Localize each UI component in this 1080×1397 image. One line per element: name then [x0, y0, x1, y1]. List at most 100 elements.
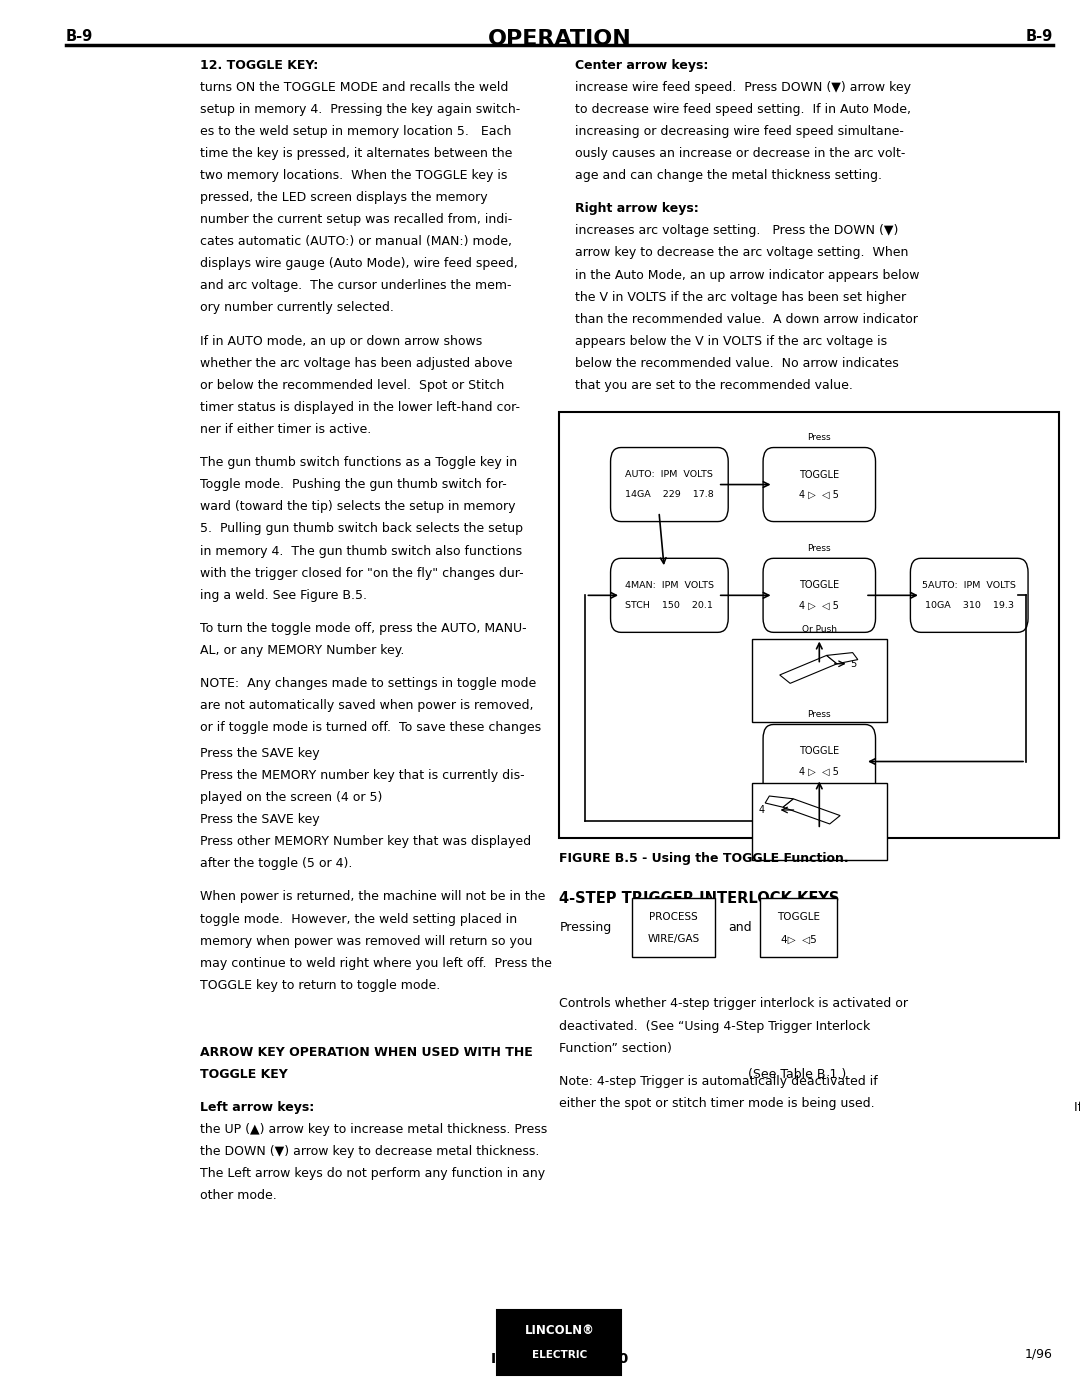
Text: The Left arrow keys do not perform any function in any: The Left arrow keys do not perform any f… — [200, 1166, 545, 1180]
Text: the DOWN (▼) arrow key to decrease metal thickness.: the DOWN (▼) arrow key to decrease metal… — [200, 1146, 540, 1158]
Text: 4 ▷  ◁ 5: 4 ▷ ◁ 5 — [799, 489, 839, 500]
Text: to decrease wire feed speed setting.  If in Auto Mode,: to decrease wire feed speed setting. If … — [575, 103, 912, 116]
Text: Press other MEMORY Number key that was displayed: Press other MEMORY Number key that was d… — [200, 835, 531, 848]
Text: after the toggle (5 or 4).: after the toggle (5 or 4). — [200, 858, 353, 870]
Text: NOTE:  Any changes made to settings in toggle mode: NOTE: Any changes made to settings in to… — [200, 678, 537, 690]
Text: deactivated.  (See “Using 4-Step Trigger Interlock: deactivated. (See “Using 4-Step Trigger … — [559, 1020, 870, 1032]
Text: Return to Master TOC: Return to Master TOC — [25, 203, 33, 300]
FancyBboxPatch shape — [764, 447, 876, 521]
Text: 14GA    229    17.8: 14GA 229 17.8 — [625, 490, 714, 499]
Text: 4: 4 — [759, 805, 765, 814]
Text: AUTO:  IPM  VOLTS: AUTO: IPM VOLTS — [625, 469, 713, 479]
Text: appears below the V in VOLTS if the arc voltage is: appears below the V in VOLTS if the arc … — [575, 335, 887, 348]
Text: 5: 5 — [851, 659, 856, 669]
FancyBboxPatch shape — [610, 447, 728, 521]
Text: or below the recommended level.  Spot or Stitch: or below the recommended level. Spot or … — [200, 379, 504, 393]
Polygon shape — [783, 799, 840, 824]
Text: Controls whether 4-step trigger interlock is activated or: Controls whether 4-step trigger interloc… — [559, 997, 908, 1010]
Text: TOGGLE: TOGGLE — [799, 580, 839, 591]
Text: Toggle mode.  Pushing the gun thumb switch for-: Toggle mode. Pushing the gun thumb switc… — [200, 478, 507, 492]
Polygon shape — [780, 655, 837, 683]
Text: Press the SAVE key: Press the SAVE key — [200, 747, 320, 760]
Text: OPERATION: OPERATION — [487, 29, 632, 49]
Text: displays wire gauge (Auto Mode), wire feed speed,: displays wire gauge (Auto Mode), wire fe… — [200, 257, 518, 271]
Text: memory when power was removed will return so you: memory when power was removed will retur… — [200, 935, 532, 947]
Text: arrow key to decrease the arc voltage setting.  When: arrow key to decrease the arc voltage se… — [575, 246, 908, 260]
Text: 12. TOGGLE KEY:: 12. TOGGLE KEY: — [200, 59, 319, 71]
Text: TOGGLE KEY: TOGGLE KEY — [200, 1067, 288, 1081]
Text: pressed, the LED screen displays the memory: pressed, the LED screen displays the mem… — [200, 191, 488, 204]
FancyBboxPatch shape — [760, 898, 837, 957]
Text: two memory locations.  When the TOGGLE key is: two memory locations. When the TOGGLE ke… — [200, 169, 508, 182]
Text: WIRE/GAS: WIRE/GAS — [647, 935, 700, 944]
Text: may continue to weld right where you left off.  Press the: may continue to weld right where you lef… — [200, 957, 552, 970]
Text: B-9: B-9 — [1026, 29, 1053, 45]
Text: 10GA    310    19.3: 10GA 310 19.3 — [924, 601, 1014, 610]
Text: below the recommended value.  No arrow indicates: below the recommended value. No arrow in… — [575, 356, 899, 370]
FancyBboxPatch shape — [498, 1310, 621, 1375]
Text: Or Push: Or Push — [801, 626, 837, 634]
FancyBboxPatch shape — [559, 412, 1059, 838]
Text: 5.  Pulling gun thumb switch back selects the setup: 5. Pulling gun thumb switch back selects… — [200, 522, 523, 535]
Text: 4▷  ◁5: 4▷ ◁5 — [781, 935, 816, 944]
Text: and arc voltage.  The cursor underlines the mem-: and arc voltage. The cursor underlines t… — [200, 279, 512, 292]
Text: or if toggle mode is turned off.  To save these changes: or if toggle mode is turned off. To save… — [200, 721, 541, 735]
Text: setup in memory 4.  Pressing the key again switch-: setup in memory 4. Pressing the key agai… — [200, 103, 521, 116]
Text: STCH    150    20.1: STCH 150 20.1 — [625, 601, 713, 610]
Text: If in AUTO mode, an up or down arrow shows: If in AUTO mode, an up or down arrow sho… — [200, 335, 483, 348]
Text: Gun Switch: Gun Switch — [794, 644, 845, 652]
Text: Press the SAVE key: Press the SAVE key — [200, 813, 320, 826]
Text: that you are set to the recommended value.: that you are set to the recommended valu… — [575, 379, 853, 393]
Text: Press: Press — [808, 710, 832, 719]
Text: ory number currently selected.: ory number currently selected. — [200, 302, 394, 314]
Text: increases arc voltage setting.   Press the DOWN (▼): increases arc voltage setting. Press the… — [575, 225, 899, 237]
Text: To turn the toggle mode off, press the AUTO, MANU-: To turn the toggle mode off, press the A… — [200, 622, 527, 636]
Text: 4 ▷  ◁ 5: 4 ▷ ◁ 5 — [799, 601, 839, 610]
Text: Or Pull: Or Pull — [805, 792, 834, 800]
Text: the UP (▲) arrow key to increase metal thickness. Press: the UP (▲) arrow key to increase metal t… — [200, 1123, 548, 1136]
Text: (See Table B.1.): (See Table B.1.) — [744, 1067, 846, 1081]
Text: Press: Press — [808, 433, 832, 441]
FancyBboxPatch shape — [764, 725, 876, 799]
Text: 4-STEP TRIGGER INTERLOCK KEYS: 4-STEP TRIGGER INTERLOCK KEYS — [559, 891, 840, 907]
Text: Gun Switch: Gun Switch — [794, 810, 845, 819]
Text: Return to Section TOC: Return to Section TOC — [5, 201, 14, 302]
Text: other mode.: other mode. — [200, 1189, 276, 1203]
Text: TOGGLE: TOGGLE — [778, 912, 821, 922]
Text: either the spot or stitch timer mode is being used.: either the spot or stitch timer mode is … — [559, 1097, 875, 1111]
Polygon shape — [765, 796, 794, 807]
Text: toggle mode.  However, the weld setting placed in: toggle mode. However, the weld setting p… — [200, 912, 517, 926]
Text: time the key is pressed, it alternates between the: time the key is pressed, it alternates b… — [200, 147, 513, 161]
Text: Center arrow keys:: Center arrow keys: — [575, 59, 708, 71]
Text: Pressing: Pressing — [559, 921, 611, 935]
FancyBboxPatch shape — [610, 559, 728, 633]
Text: Right arrow keys:: Right arrow keys: — [575, 203, 699, 215]
Text: If metal thickness is displayed, Press: If metal thickness is displayed, Press — [1070, 1101, 1080, 1113]
Text: TOGGLE key to return to toggle mode.: TOGGLE key to return to toggle mode. — [200, 979, 441, 992]
Text: B-9: B-9 — [66, 29, 93, 45]
Text: ing a weld. See Figure B.5.: ing a weld. See Figure B.5. — [200, 588, 367, 602]
Text: turns ON the TOGGLE MODE and recalls the weld: turns ON the TOGGLE MODE and recalls the… — [200, 81, 509, 94]
Text: cates automatic (AUTO:) or manual (MAN:) mode,: cates automatic (AUTO:) or manual (MAN:)… — [200, 235, 512, 249]
Text: in memory 4.  The gun thumb switch also functions: in memory 4. The gun thumb switch also f… — [200, 545, 523, 557]
Text: The gun thumb switch functions as a Toggle key in: The gun thumb switch functions as a Togg… — [200, 457, 517, 469]
FancyBboxPatch shape — [752, 638, 887, 722]
Text: FIGURE B.5 - Using the TOGGLE Function.: FIGURE B.5 - Using the TOGGLE Function. — [559, 852, 849, 865]
FancyBboxPatch shape — [910, 559, 1028, 633]
Text: Return to Master TOC: Return to Master TOC — [25, 580, 33, 678]
Text: whether the arc voltage has been adjusted above: whether the arc voltage has been adjuste… — [200, 356, 513, 370]
Text: ward (toward the tip) selects the setup in memory: ward (toward the tip) selects the setup … — [200, 500, 516, 514]
Text: LINCOLN®: LINCOLN® — [525, 1324, 594, 1337]
Text: age and can change the metal thickness setting.: age and can change the metal thickness s… — [575, 169, 882, 182]
Text: 5AUTO:  IPM  VOLTS: 5AUTO: IPM VOLTS — [922, 581, 1016, 590]
Text: Press: Press — [808, 543, 832, 553]
Text: IDEALARC SP-250: IDEALARC SP-250 — [490, 1352, 629, 1366]
Text: TOGGLE: TOGGLE — [799, 746, 839, 757]
Text: TOGGLE: TOGGLE — [799, 469, 839, 479]
Text: the V in VOLTS if the arc voltage has been set higher: the V in VOLTS if the arc voltage has be… — [575, 291, 906, 303]
Text: When power is returned, the machine will not be in the: When power is returned, the machine will… — [200, 890, 545, 904]
FancyBboxPatch shape — [752, 782, 887, 859]
Text: 4 ▷  ◁ 5: 4 ▷ ◁ 5 — [799, 767, 839, 777]
Text: Return to Section TOC: Return to Section TOC — [5, 578, 14, 679]
Text: ner if either timer is active.: ner if either timer is active. — [200, 423, 372, 436]
